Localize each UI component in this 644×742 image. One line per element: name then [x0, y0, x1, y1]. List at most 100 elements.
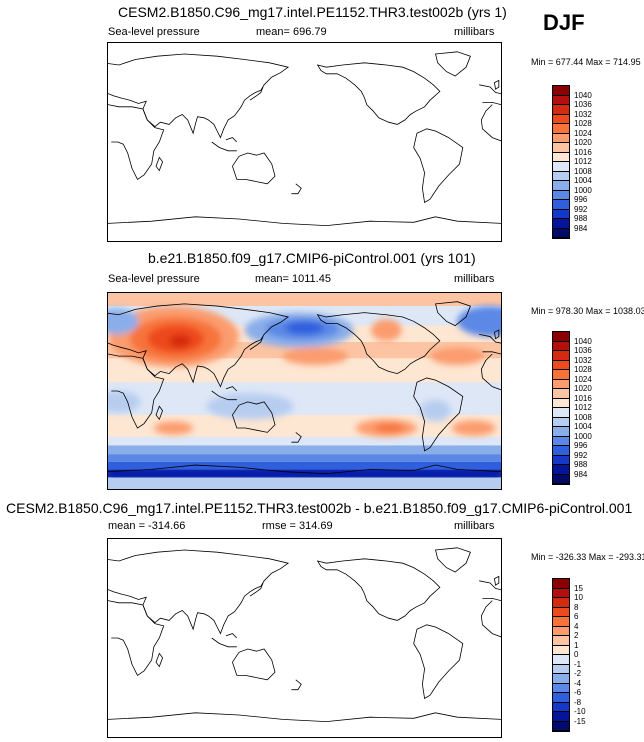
colorbar-cell	[553, 114, 569, 124]
colorbar-tick-label: -15	[574, 716, 586, 726]
colorbar-tick-label: 992	[574, 450, 588, 460]
colorbar-cell	[553, 200, 569, 210]
colorbar-cell	[553, 86, 569, 96]
colorbar-tick-label: 1004	[574, 176, 592, 185]
coastline-path	[481, 601, 501, 638]
colorbar-cell	[553, 360, 569, 370]
colorbar-tick-label: 10	[574, 593, 583, 602]
colorbar-tick-label: 1016	[574, 393, 592, 403]
coastline-path	[481, 354, 501, 391]
coastline-path	[226, 138, 237, 142]
colorbar-cell	[553, 152, 569, 162]
colorbar-tick-label: 2	[574, 631, 579, 640]
coastline-path	[494, 330, 498, 339]
panel-3-units-label: millibars	[454, 520, 495, 532]
panel-2-map-svg	[108, 293, 501, 489]
coastline-path	[108, 217, 501, 226]
colorbar-cell	[553, 124, 569, 134]
coastline-path	[108, 601, 164, 676]
colorbar-cell	[553, 712, 569, 722]
panel-2-mean-label: mean= 1011.45	[255, 273, 331, 285]
colorbar-cell	[553, 455, 569, 465]
coastline-path	[226, 387, 237, 391]
colorbar-tick-label: 1036	[574, 346, 592, 355]
season-label: DJF	[543, 10, 585, 35]
coastline-path	[108, 550, 288, 634]
colorbar-cell	[553, 474, 569, 484]
coastline-path	[250, 87, 263, 100]
colorbar-cell	[553, 446, 569, 456]
coastline-path	[250, 337, 263, 350]
colorbar-cell	[553, 228, 569, 238]
colorbar-tick-label: -2	[574, 669, 582, 678]
panel-2-minmax: Min = 978.30 Max = 1038.03	[531, 306, 644, 316]
coastline-path	[414, 129, 463, 203]
panel-1-units-label: millibars	[454, 26, 495, 38]
colorbar-tick-label: 1028	[574, 365, 592, 374]
colorbar-tick-label: 1036	[574, 100, 592, 109]
panel-3-mean-label: mean = -314.66	[108, 520, 186, 532]
panel-2-coastlines	[108, 302, 501, 474]
panel-3-map	[107, 538, 502, 738]
colorbar-tick-label: 15	[574, 583, 583, 593]
colorbar-cell	[553, 702, 569, 712]
colorbar-tick-label: 1040	[574, 336, 592, 346]
colorbar-cell	[553, 105, 569, 115]
panel-2-map	[107, 292, 502, 490]
coastline-path	[212, 142, 237, 151]
colorbar-cell	[553, 674, 569, 684]
colorbar-cell	[553, 209, 569, 219]
coastline-path	[226, 634, 237, 638]
colorbar-cell	[553, 341, 569, 351]
colorbar-cell	[553, 190, 569, 200]
panel-2-colorbar: 1040 1036 1032 1028 1024 1020 1016 1012 1008 1004…	[552, 331, 592, 485]
colorbar-tick-label: 1008	[574, 166, 592, 176]
colorbar-cell	[553, 626, 569, 636]
colorbar-tick-label: 1004	[574, 422, 592, 431]
colorbar-cell	[553, 427, 569, 437]
coastline-path	[156, 653, 163, 666]
colorbar-tick-label: 1020	[574, 138, 592, 147]
coastline-path	[232, 153, 275, 184]
coastline-path	[108, 354, 164, 428]
colorbar-cell	[553, 379, 569, 389]
panel-2-variable-label: Sea-level pressure	[108, 273, 200, 285]
coastline-path	[414, 625, 463, 699]
panel-1-colorbar: 1040 1036 1032 1028 1024 1020 1016 1012 1008 1004…	[552, 85, 592, 239]
colorbar-cell	[553, 465, 569, 475]
colorbar-cell	[553, 655, 569, 665]
coastline-path	[291, 680, 301, 690]
colorbar-tick-label: 1024	[574, 374, 592, 384]
colorbar-cell	[553, 645, 569, 655]
colorbar-cell	[553, 332, 569, 342]
colorbar-cell	[553, 436, 569, 446]
coastline-path	[291, 432, 301, 442]
colorbar-tick-label: 1	[574, 640, 579, 650]
colorbar-tick-label: 1024	[574, 128, 592, 138]
coastline-path	[479, 85, 501, 94]
coastline-path	[156, 157, 163, 170]
colorbar-cell	[553, 607, 569, 617]
colorbar-cell	[553, 664, 569, 674]
colorbar-cell	[553, 683, 569, 693]
panel-3-title: CESM2.B1850.C96_mg17.intel.PE1152.THR3.t…	[6, 500, 633, 516]
colorbar-tick-label: 1012	[574, 157, 592, 166]
colorbar-cell	[553, 588, 569, 598]
colorbar-tick-label: -6	[574, 688, 582, 697]
panel-1-minmax: Min = 677.44 Max = 714.95	[531, 57, 641, 67]
coastline-path	[494, 80, 498, 89]
colorbar-tick-label: 6	[574, 612, 579, 621]
coastlines	[108, 52, 501, 226]
colorbar-tick-label: 1012	[574, 403, 592, 412]
colorbar-tick-label: -1	[574, 659, 582, 669]
coastline-path	[108, 105, 164, 180]
coastline-path	[494, 576, 498, 585]
panel-2-units-label: millibars	[454, 273, 495, 285]
colorbar-cell	[553, 398, 569, 408]
colorbar-cell	[553, 598, 569, 608]
colorbar-tick-label: -8	[574, 697, 582, 707]
colorbar-cell	[553, 579, 569, 589]
coastline-path	[318, 559, 440, 621]
colorbar-cell	[553, 351, 569, 361]
colorbar-tick-label: 1008	[574, 412, 592, 422]
